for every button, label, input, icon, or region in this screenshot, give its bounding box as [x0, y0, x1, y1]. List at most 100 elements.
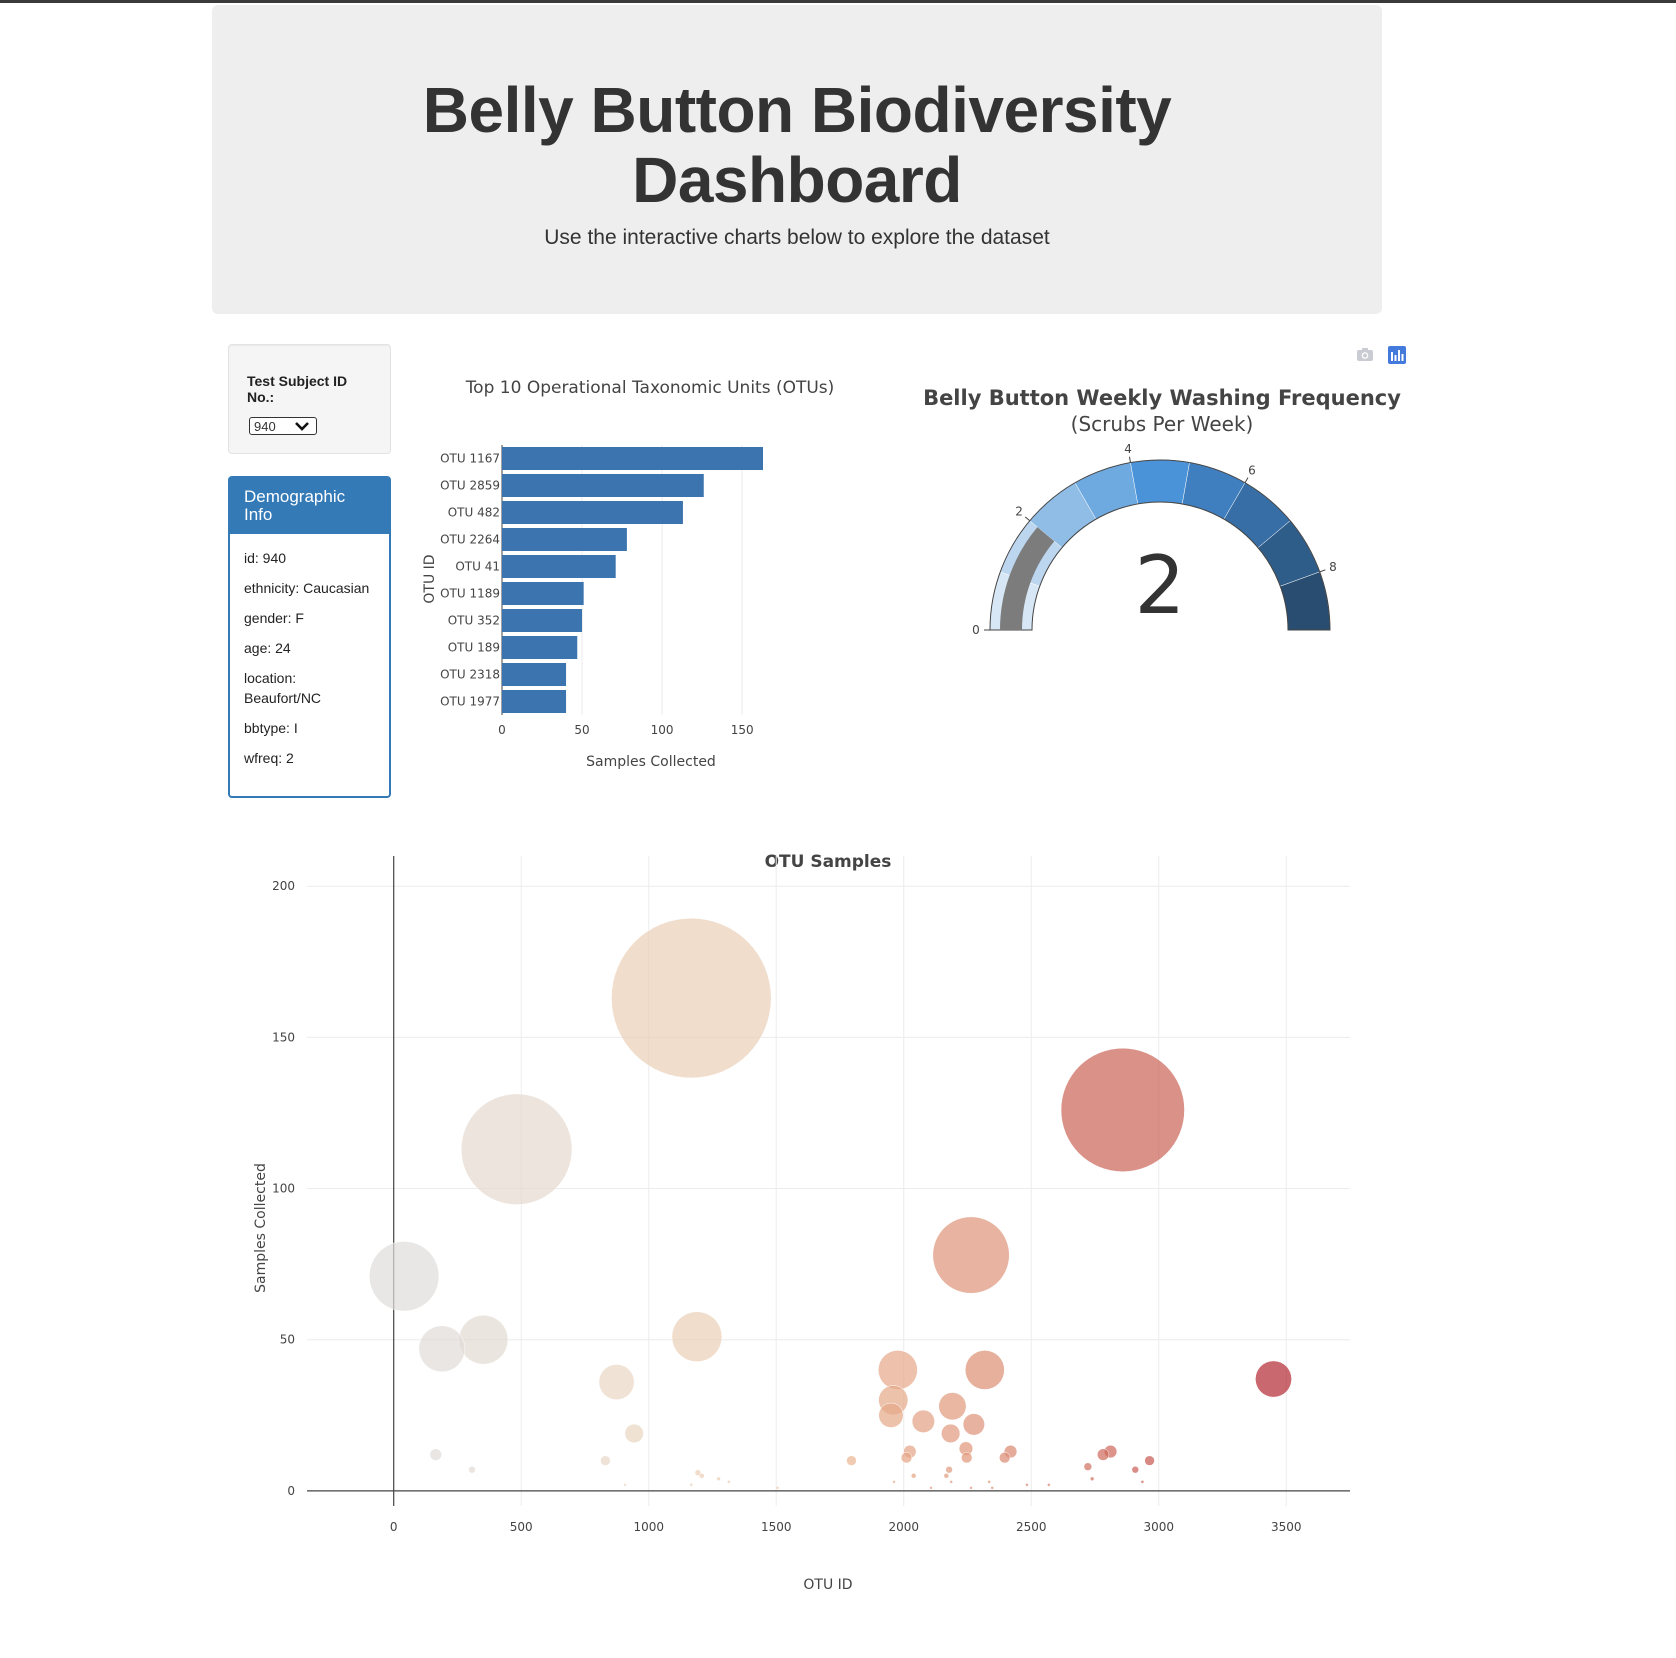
bar-y-tick-label: OTU 1167	[440, 452, 500, 466]
gauge-tick	[1128, 456, 1131, 463]
subject-id-selected: 940	[254, 419, 276, 434]
bar-mark[interactable]	[502, 501, 683, 524]
bubble-point[interactable]	[878, 1350, 918, 1390]
bubble-point[interactable]	[1255, 1360, 1292, 1398]
gauge-value-number: 2	[1135, 539, 1186, 632]
bar-x-tick-label: 0	[498, 723, 506, 737]
plotly-logo-icon[interactable]	[1388, 346, 1406, 369]
gauge-value-bar	[1000, 527, 1055, 630]
bar-mark[interactable]	[502, 582, 584, 605]
subject-select-label: Test Subject ID No.:	[247, 373, 348, 405]
bubble-point[interactable]	[671, 1311, 723, 1362]
bubble-chart-xlabel: OTU ID	[803, 1577, 852, 1593]
bubble-point[interactable]	[600, 1455, 611, 1466]
bubble-point[interactable]	[699, 1473, 705, 1479]
bubble-point[interactable]	[846, 1455, 857, 1466]
bubble-point[interactable]	[418, 1325, 466, 1373]
bubble-point[interactable]	[990, 1486, 994, 1490]
bar-mark[interactable]	[502, 663, 567, 686]
bar-y-tick-label: OTU 1977	[440, 695, 500, 709]
bubble-point[interactable]	[911, 1409, 935, 1433]
bubble-y-tick-label: 50	[280, 1333, 295, 1347]
bubble-point[interactable]	[468, 1466, 476, 1474]
bar-mark[interactable]	[502, 447, 763, 470]
bar-y-tick-label: OTU 189	[448, 641, 500, 655]
bubble-point[interactable]	[1097, 1448, 1110, 1461]
bubble-point[interactable]	[945, 1466, 953, 1474]
bubble-point[interactable]	[962, 1413, 985, 1436]
bar-chart-title: Top 10 Operational Taxonomic Units (OTUs…	[465, 378, 835, 398]
bubble-point[interactable]	[623, 1483, 627, 1487]
bubble-point[interactable]	[689, 1483, 694, 1487]
bubble-point[interactable]	[961, 1451, 973, 1464]
gauge-step	[1130, 459, 1190, 505]
bubble-point[interactable]	[727, 1480, 731, 1484]
demographic-row: location: Beaufort/NC	[244, 670, 322, 706]
bubble-point[interactable]	[1140, 1480, 1145, 1484]
bubble-point[interactable]	[964, 1350, 1005, 1390]
top-border	[0, 0, 1676, 3]
gauge-tick	[1024, 516, 1031, 522]
bubble-point[interactable]	[878, 1402, 904, 1428]
bubble-y-tick-label: 100	[272, 1182, 295, 1196]
bubble-point[interactable]	[910, 1473, 917, 1479]
bar-y-tick-label: OTU 2859	[440, 479, 500, 493]
gauge-subtitle: (Scrubs Per Week)	[1071, 412, 1254, 436]
bar-mark[interactable]	[502, 474, 704, 497]
demographic-row: age: 24	[244, 640, 291, 656]
bar-mark[interactable]	[502, 636, 578, 659]
bubble-point[interactable]	[429, 1448, 442, 1461]
bubble-chart-ylabel: Samples Collected	[253, 1163, 269, 1293]
bar-y-tick-label: OTU 1189	[440, 587, 500, 601]
bar-x-tick-label: 50	[574, 723, 589, 737]
bubble-point[interactable]	[929, 1486, 933, 1490]
bubble-point[interactable]	[999, 1451, 1011, 1464]
bubble-point[interactable]	[624, 1423, 644, 1444]
bubble-point[interactable]	[969, 1486, 973, 1490]
bubble-point[interactable]	[892, 1480, 896, 1484]
subject-id-select[interactable]: 940	[249, 417, 317, 435]
page-title: Belly Button Biodiversity Dashboard	[212, 75, 1382, 215]
bar-mark[interactable]	[502, 690, 567, 713]
bubble-point[interactable]	[987, 1480, 991, 1484]
bubble-point[interactable]	[943, 1473, 950, 1479]
bar-y-tick-label: OTU 352	[448, 614, 500, 628]
bar-mark[interactable]	[502, 555, 616, 578]
bubble-point[interactable]	[611, 917, 772, 1079]
bar-y-tick-label: OTU 2318	[440, 668, 500, 682]
bubble-point[interactable]	[716, 1476, 721, 1482]
bubble-point[interactable]	[1089, 1476, 1095, 1482]
bubble-point[interactable]	[458, 1314, 509, 1365]
bubble-point[interactable]	[775, 1486, 780, 1490]
bubble-x-tick-label: 500	[510, 1520, 533, 1534]
bubble-point[interactable]	[598, 1364, 635, 1400]
bubble-point[interactable]	[1060, 1047, 1185, 1172]
bubble-point[interactable]	[369, 1241, 440, 1312]
gauge-outline	[989, 459, 1331, 631]
gauge-tick	[1244, 477, 1249, 484]
camera-icon[interactable]	[1356, 346, 1374, 367]
bubble-point[interactable]	[1131, 1466, 1139, 1474]
bubble-point[interactable]	[694, 1469, 702, 1476]
demographic-panel-body: id: 940 ethnicity: Caucasian gender: F age:…	[230, 534, 389, 792]
bubble-point[interactable]	[1025, 1483, 1029, 1487]
bubble-point[interactable]	[900, 1451, 913, 1464]
bubble-x-tick-label: 3000	[1143, 1520, 1174, 1534]
chevron-down-icon	[294, 419, 310, 437]
bar-mark[interactable]	[502, 609, 583, 632]
bar-mark[interactable]	[502, 528, 627, 551]
bubble-point[interactable]	[1144, 1455, 1155, 1466]
bubble-point[interactable]	[941, 1423, 961, 1444]
gauge-tick-label: 4	[1124, 442, 1132, 456]
gauge-tick-label: 8	[1329, 560, 1337, 574]
subject-selector-well: Test Subject ID No.: 940	[228, 344, 391, 454]
bubble-x-tick-label: 1500	[761, 1520, 792, 1534]
bar-chart-xlabel: Samples Collected	[586, 754, 716, 770]
bubble-point[interactable]	[1047, 1483, 1051, 1487]
bubble-point[interactable]	[1083, 1462, 1093, 1471]
bubble-point[interactable]	[461, 1093, 573, 1205]
bubble-point[interactable]	[949, 1480, 953, 1484]
bubble-point[interactable]	[932, 1216, 1010, 1294]
bubble-point[interactable]	[938, 1392, 967, 1421]
